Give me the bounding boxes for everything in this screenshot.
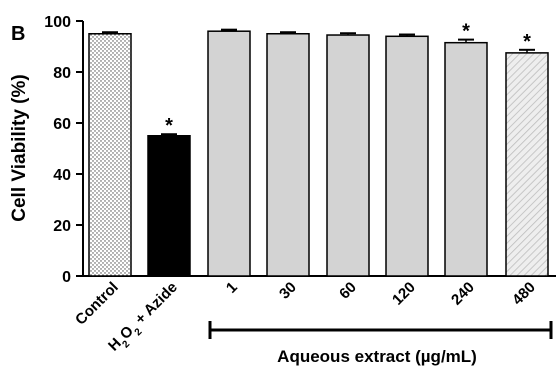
bar (266, 33, 310, 277)
y-axis-label: Cell Viability (%) (9, 74, 30, 221)
bar (147, 135, 191, 277)
y-axis: 0 20 40 60 80 100 (44, 14, 84, 286)
y-tick-label: 0 (62, 269, 71, 286)
bar (326, 34, 370, 277)
y-tick-label: 60 (53, 116, 71, 133)
x-tick-label: 480 (509, 279, 539, 309)
x-tick-label: 240 (448, 279, 478, 309)
y-tick-label: 80 (53, 65, 71, 82)
bar (385, 35, 429, 277)
significance-marker: * (165, 115, 173, 137)
group-bracket-label: Aqueous extract (µg/mL) (277, 347, 477, 366)
panel-label: B (11, 23, 25, 45)
bar (505, 52, 549, 277)
x-tick-label: 120 (389, 279, 419, 309)
group-bracket: Aqueous extract (µg/mL) (208, 321, 553, 366)
significance-marker: * (462, 21, 470, 43)
bar (88, 33, 132, 277)
bars: * * * (88, 21, 549, 277)
x-tick-label: 1 (223, 279, 241, 297)
y-ticks: 0 20 40 60 80 100 (44, 14, 83, 286)
x-tick-label: 30 (276, 279, 300, 303)
y-tick-label: 40 (53, 167, 71, 184)
y-tick-label: 100 (44, 14, 71, 31)
significance-marker: * (523, 31, 531, 53)
bar (444, 41, 488, 277)
y-tick-label: 20 (53, 218, 71, 235)
x-tick-label: Control (72, 279, 122, 329)
bar (207, 30, 251, 277)
x-tick-label: 60 (336, 279, 360, 303)
